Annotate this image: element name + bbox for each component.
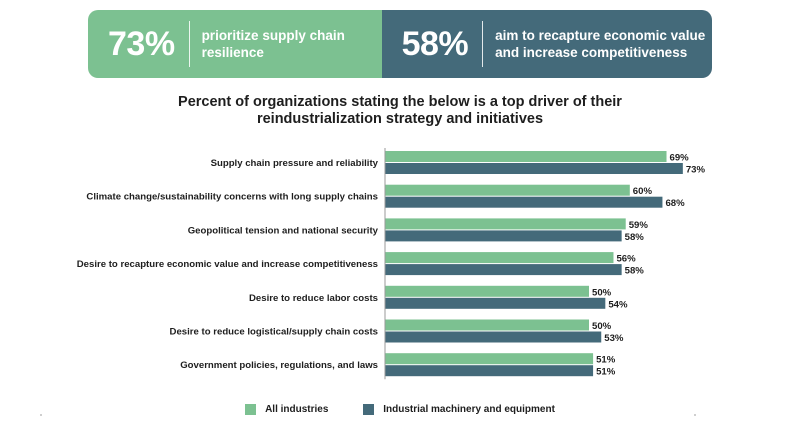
category-label: Desire to reduce labor costs [249,293,378,304]
data-label: 58% [625,232,645,243]
bar [385,264,622,276]
data-label: 50% [592,287,612,298]
bar [385,297,606,309]
legend-swatch [245,404,257,415]
bar [385,319,589,331]
bar [385,285,589,297]
bar [385,331,602,343]
chart-title-line: reindustrialization strategy and initiat… [256,111,544,127]
data-label: 60% [633,186,653,197]
corner-mark [40,414,42,416]
bar [385,353,594,365]
chart-legend: All industries Industrial machinery and … [0,404,800,418]
legend-label: All industries [265,404,329,415]
data-label: 58% [625,266,645,277]
stat-number: 58% [401,25,469,63]
stat-card-resilience: 73% prioritize supply chain resilience [88,10,382,78]
bar [385,252,614,264]
data-label: 51% [596,367,616,378]
data-label: 73% [686,165,706,176]
bar [385,218,626,230]
data-label: 69% [670,153,690,164]
stat-description: aim to recapture economic value and incr… [495,28,706,60]
stat-divider [188,21,190,67]
legend-label: Industrial machinery and equipment [383,404,555,415]
chart-title-line: Percent of organizations stating the bel… [178,94,622,110]
corner-mark [694,414,696,416]
data-label: 50% [592,321,612,332]
bar [385,151,667,162]
category-label: Supply chain pressure and reliability [211,158,379,169]
bar [385,163,683,174]
data-label: 68% [665,198,685,209]
legend-swatch [363,404,375,415]
bar [385,184,630,196]
category-label: Geopolitical tension and national securi… [188,225,379,236]
stat-number: 73% [108,25,175,63]
bar [385,230,622,242]
bar [385,196,663,208]
category-label: Desire to reduce logistical/supply chain… [170,327,378,338]
stat-divider [482,21,484,67]
data-label: 53% [604,333,624,344]
legend-item-all-industries: All industries [245,404,328,415]
stat-description: prioritize supply chain resilience [201,28,345,60]
data-label: 56% [616,254,636,265]
bar [385,365,594,377]
stat-card-competitiveness: 58% aim to recapture economic value and … [381,10,712,78]
category-label: Government policies, regulations, and la… [180,360,378,371]
stat-banner: 73% prioritize supply chain resilience 5… [88,10,712,78]
chart-title: Percent of organizations stating the bel… [0,94,800,128]
data-label: 54% [608,299,628,310]
category-label: Climate change/sustainability concerns w… [86,192,378,203]
data-label: 51% [596,355,616,366]
data-label: 59% [629,220,649,231]
legend-item-industrial-machinery: Industrial machinery and equipment [363,404,555,415]
category-label: Desire to recapture economic value and i… [77,259,378,270]
